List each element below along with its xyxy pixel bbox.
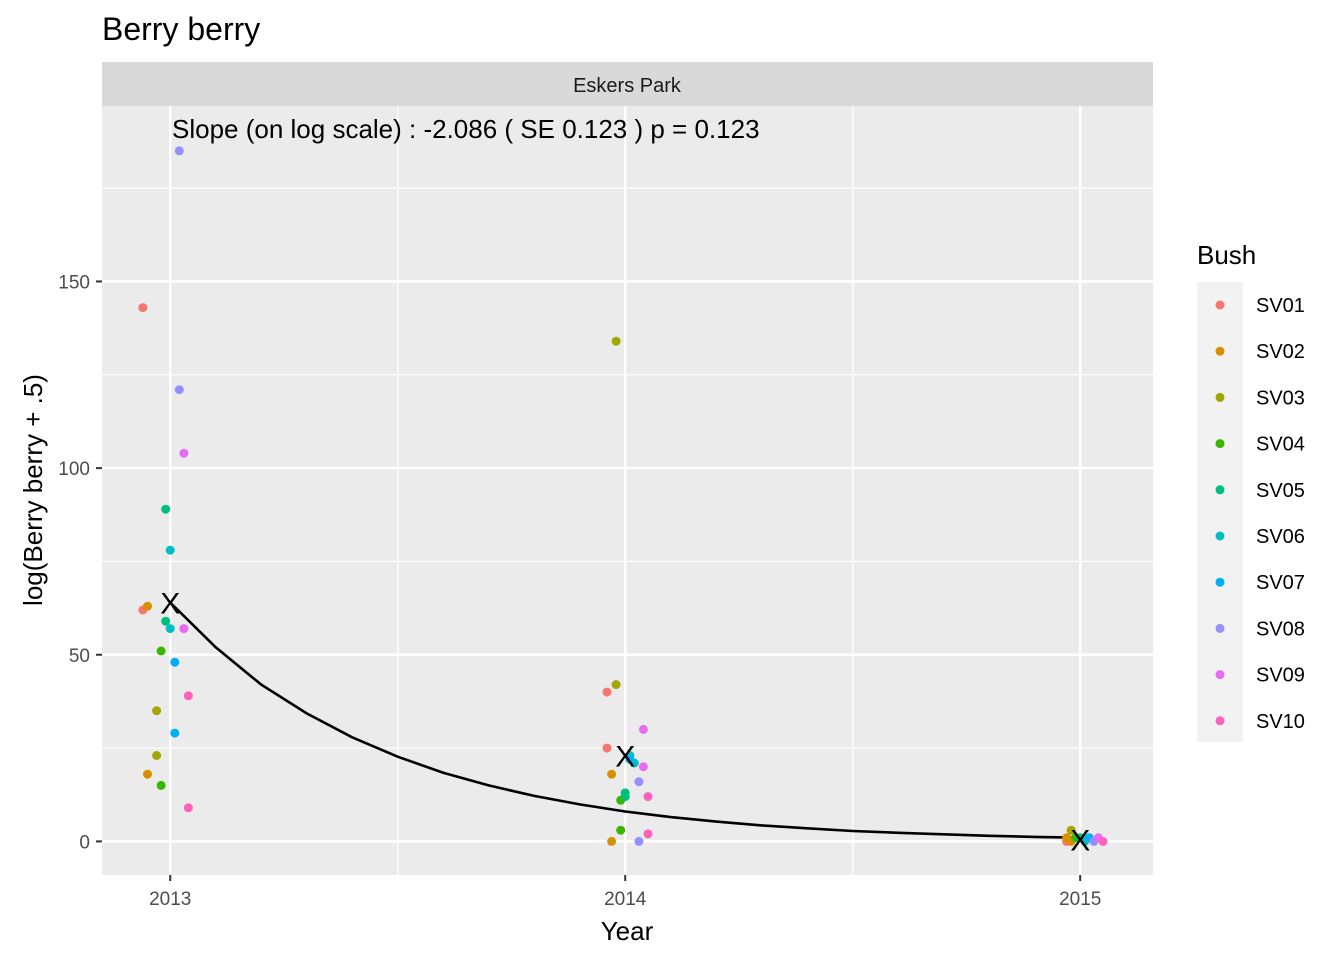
data-point-sv06 [165,545,175,555]
data-point-sv04 [156,646,166,656]
data-point-sv02 [143,769,152,779]
data-point-sv09 [179,448,189,458]
legend-key-background [1197,282,1243,742]
data-point-sv05 [620,792,630,802]
legend-key-sv06 [1215,531,1225,541]
data-point-sv10 [1098,836,1108,846]
data-point-sv08 [634,836,644,846]
data-point-sv10 [643,829,653,839]
facet-label: Eskers Park [573,75,682,97]
y-tick-label: 50 [69,646,90,667]
mean-markers-layer: X X X [160,588,1090,858]
legend-label-sv03: SV03 [1256,387,1305,409]
legend-label-sv06: SV06 [1256,526,1305,548]
y-tick-label: 150 [58,272,90,293]
legend-label-sv09: SV09 [1256,665,1305,687]
data-point-sv08 [634,777,644,787]
legend-key-sv02 [1215,346,1225,356]
data-point-sv04 [156,780,166,790]
legend-key-sv01 [1215,300,1225,310]
legend-key-sv04 [1215,439,1225,449]
legend-label-sv10: SV10 [1256,711,1305,733]
y-axis-label: log(Berry berry + .5) [18,374,48,606]
data-point-sv01 [138,303,148,313]
x-axis-ticks: 2013 2014 2015 [149,875,1101,910]
data-point-sv05 [161,504,171,514]
data-points-layer [138,146,1108,846]
mean-marker: X [615,741,635,774]
x-tick-label: 2013 [149,889,191,910]
legend-key-sv10 [1215,716,1225,726]
legend-label-sv02: SV02 [1256,341,1305,363]
data-point-sv09 [638,724,648,734]
legend-label-sv08: SV08 [1256,618,1305,640]
x-tick-label: 2014 [604,889,647,910]
grid-lines [102,106,1153,875]
plot-panel [102,106,1153,875]
mean-marker: X [1070,825,1090,858]
data-point-sv07 [625,754,635,764]
data-point-sv04 [616,825,626,835]
data-point-sv03 [152,706,162,716]
data-point-sv01 [602,687,612,697]
legend-key-sv07 [1215,577,1225,587]
data-point-sv10 [183,803,193,813]
legend-label-sv05: SV05 [1256,480,1305,502]
legend-title: Bush [1197,240,1256,270]
data-point-sv06 [165,624,175,634]
legend-entries: SV01 SV02 SV03 SV04 SV05 SV06 SV07 SV08 SV09 SV10 [1215,295,1305,733]
x-axis-label: Year [601,916,654,946]
facet-strip [102,62,1153,106]
data-point-sv03 [611,680,621,690]
legend-key-sv09 [1215,670,1225,680]
chart-title: Berry berry [102,11,260,47]
y-axis-ticks: 0 50 100 150 [58,272,102,853]
data-point-sv08 [174,146,184,156]
legend-key-sv08 [1215,623,1225,633]
mean-marker: X [160,588,180,621]
y-tick-label: 100 [58,459,90,480]
y-tick-label: 0 [79,832,90,853]
data-point-sv09 [638,762,648,772]
legend-key-sv05 [1215,485,1225,495]
legend-key-sv03 [1215,392,1225,402]
data-point-sv07 [170,657,180,667]
fit-curve [169,601,1081,839]
data-point-sv02 [607,769,617,779]
fit-curve-layer [169,601,1081,839]
data-point-sv02 [607,836,617,846]
data-point-sv03 [152,751,162,760]
legend-label-sv04: SV04 [1256,434,1305,456]
data-point-sv10 [183,691,193,701]
data-point-sv01 [602,743,612,753]
data-point-sv03 [1066,825,1076,835]
legend-label-sv07: SV07 [1256,572,1305,594]
data-point-sv07 [170,728,180,738]
slope-annotation: Slope (on log scale) : -2.086 ( SE 0.123… [172,114,760,144]
data-point-sv02 [143,601,152,611]
legend-label-sv01: SV01 [1256,295,1305,317]
data-point-sv05 [161,616,171,626]
data-point-sv08 [174,385,184,395]
data-point-sv09 [179,624,189,634]
data-point-sv10 [643,792,653,802]
data-point-sv03 [611,336,621,346]
x-tick-label: 2015 [1059,889,1101,910]
